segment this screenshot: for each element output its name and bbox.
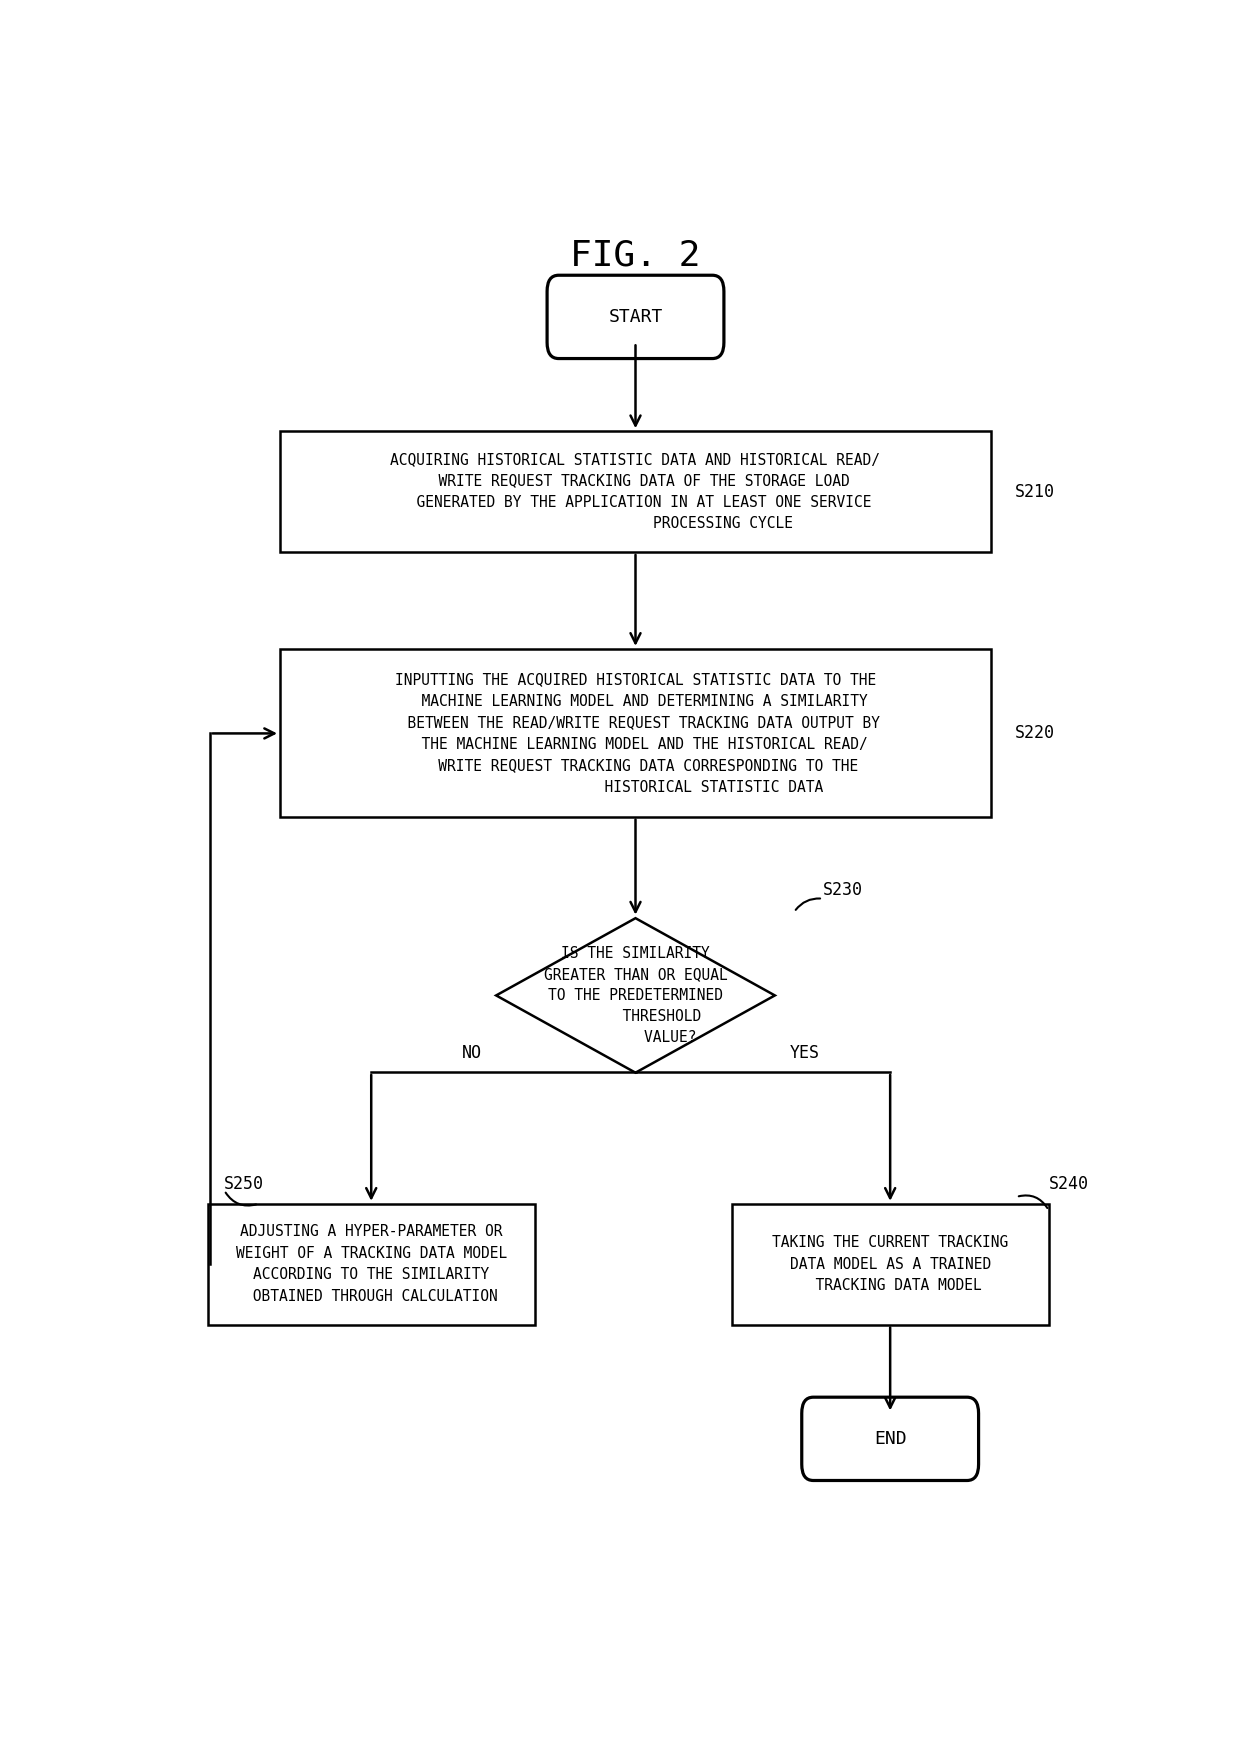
Polygon shape	[496, 918, 775, 1073]
Bar	[732, 1204, 1049, 1324]
Text: START: START	[609, 307, 662, 326]
Text: IS THE SIMILARITY
GREATER THAN OR EQUAL
TO THE PREDETERMINED
      THRESHOLD
   : IS THE SIMILARITY GREATER THAN OR EQUAL …	[543, 946, 728, 1045]
Text: TAKING THE CURRENT TRACKING
DATA MODEL AS A TRAINED
  TRACKING DATA MODEL: TAKING THE CURRENT TRACKING DATA MODEL A…	[773, 1235, 1008, 1293]
Text: NO: NO	[461, 1044, 481, 1063]
Text: S240: S240	[1049, 1174, 1089, 1192]
Text: S210: S210	[1016, 483, 1055, 501]
Text: S230: S230	[823, 881, 863, 899]
FancyBboxPatch shape	[547, 276, 724, 358]
Bar	[208, 1204, 534, 1324]
Text: ACQUIRING HISTORICAL STATISTIC DATA AND HISTORICAL READ/
  WRITE REQUEST TRACKIN: ACQUIRING HISTORICAL STATISTIC DATA AND …	[391, 452, 880, 532]
Text: FIG. 2: FIG. 2	[570, 237, 701, 272]
Text: ADJUSTING A HYPER-PARAMETER OR
WEIGHT OF A TRACKING DATA MODEL
ACCORDING TO THE : ADJUSTING A HYPER-PARAMETER OR WEIGHT OF…	[236, 1225, 507, 1304]
Bar	[280, 431, 991, 551]
Text: YES: YES	[789, 1044, 820, 1063]
Text: END: END	[874, 1429, 906, 1448]
Text: S250: S250	[224, 1174, 264, 1192]
Text: S220: S220	[1016, 724, 1055, 742]
Text: INPUTTING THE ACQUIRED HISTORICAL STATISTIC DATA TO THE
  MACHINE LEARNING MODEL: INPUTTING THE ACQUIRED HISTORICAL STATIS…	[391, 672, 880, 796]
FancyBboxPatch shape	[802, 1398, 978, 1480]
Bar	[280, 649, 991, 817]
